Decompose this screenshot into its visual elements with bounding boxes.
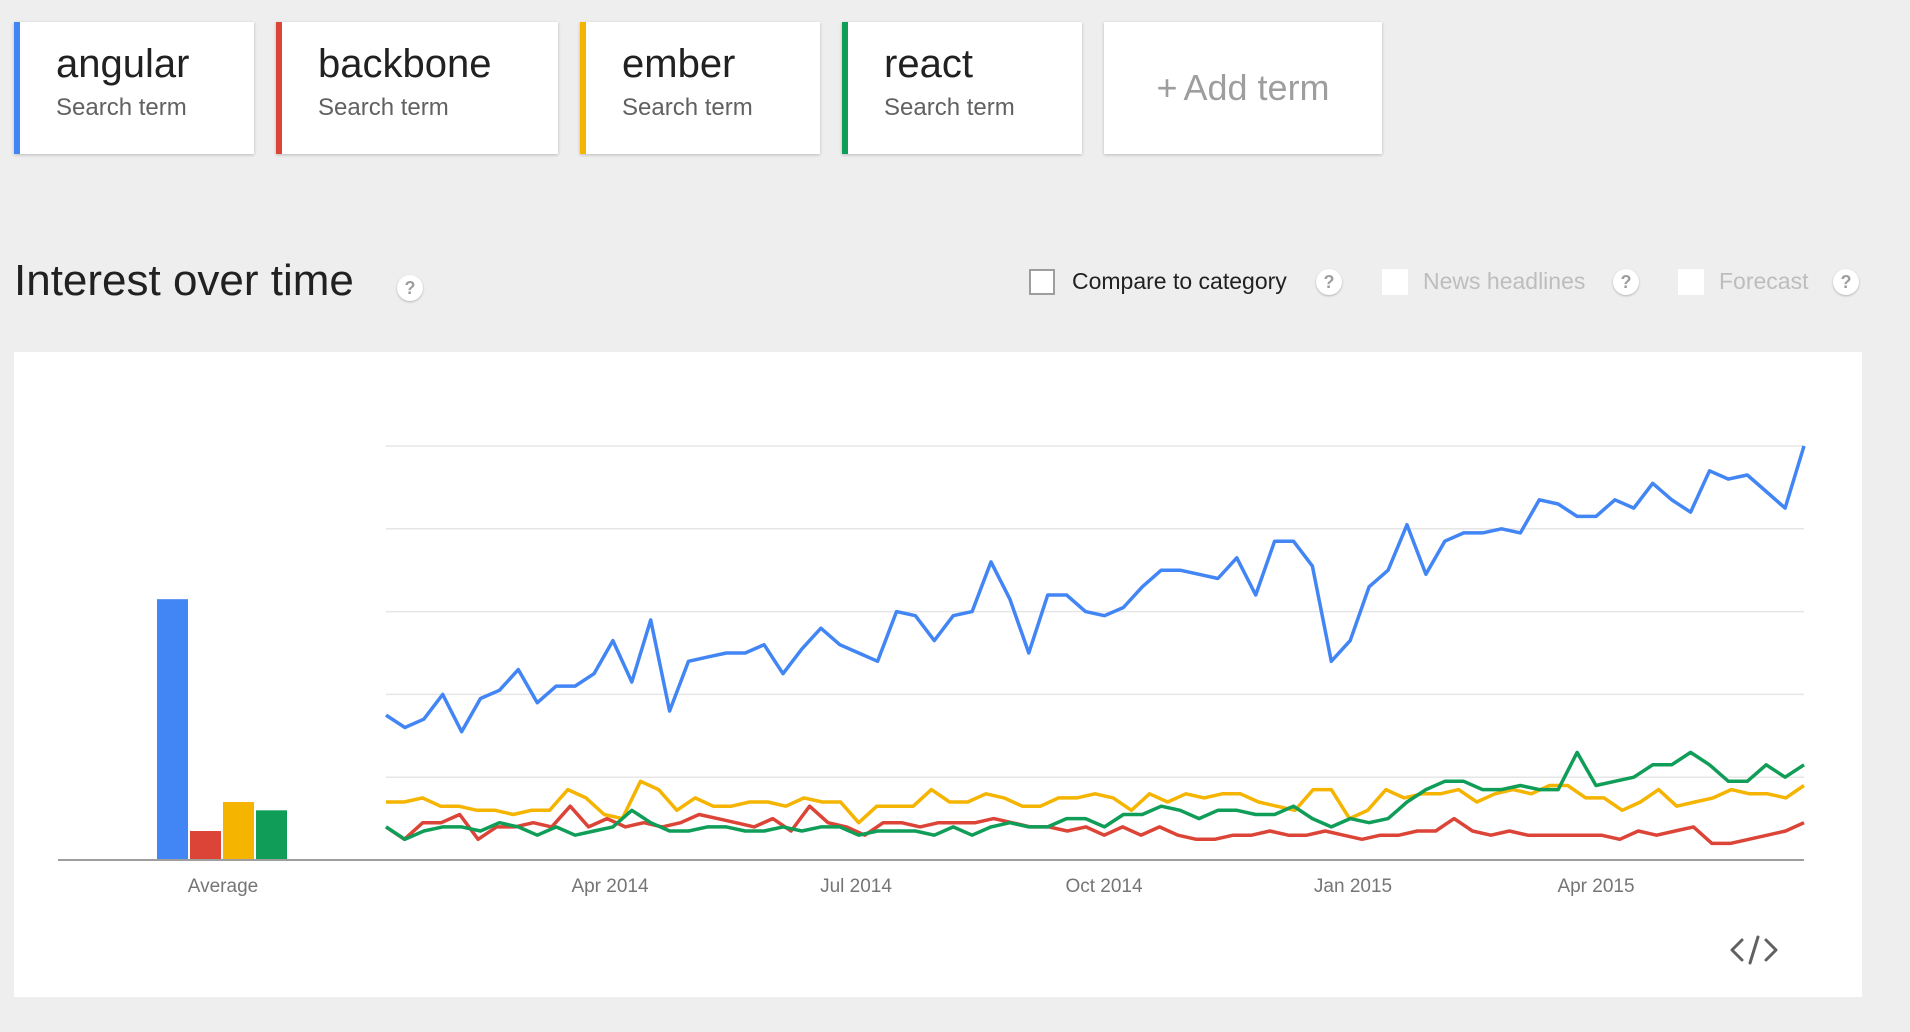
term-color-bar bbox=[842, 22, 848, 154]
compare-to-category-label[interactable]: Compare to category bbox=[1072, 268, 1287, 294]
help-icon[interactable]: ? bbox=[397, 275, 423, 301]
term-name: ember bbox=[622, 42, 736, 86]
x-tick-label: Apr 2015 bbox=[1557, 876, 1634, 897]
forecast-checkbox[interactable] bbox=[1678, 269, 1704, 295]
news-headlines-label[interactable]: News headlines bbox=[1423, 268, 1586, 294]
term-card-angular[interactable]: angular Search term bbox=[14, 22, 254, 154]
average-bar-angular bbox=[157, 599, 188, 860]
term-card-backbone[interactable]: backbone Search term bbox=[276, 22, 558, 154]
average-bar-ember bbox=[223, 802, 254, 860]
series-line-ember bbox=[386, 779, 1805, 825]
term-name: backbone bbox=[318, 42, 492, 86]
x-tick-labels: Apr 2014 Jul 2014 Oct 2014 Jan 2015 Apr 2015 bbox=[571, 876, 1634, 897]
plus-icon: + bbox=[1156, 67, 1178, 108]
term-card-react[interactable]: react Search term bbox=[842, 22, 1082, 154]
x-tick-label: Apr 2014 bbox=[571, 876, 649, 897]
chart-gridlines bbox=[386, 445, 1804, 778]
average-label: Average bbox=[188, 876, 258, 897]
news-headlines-checkbox[interactable] bbox=[1382, 269, 1408, 295]
help-icon[interactable]: ? bbox=[1613, 269, 1639, 295]
term-name: angular bbox=[56, 42, 190, 86]
term-color-bar bbox=[14, 22, 20, 154]
x-tick-label: Oct 2014 bbox=[1065, 876, 1143, 897]
series-line-react bbox=[385, 750, 1805, 842]
help-icon[interactable]: ? bbox=[1833, 269, 1859, 295]
series-lines bbox=[385, 445, 1806, 846]
average-bars bbox=[157, 599, 287, 860]
term-subtitle: Search term bbox=[622, 94, 753, 121]
term-color-bar bbox=[276, 22, 282, 154]
forecast-label[interactable]: Forecast bbox=[1719, 268, 1809, 294]
series-line-backbone bbox=[385, 804, 1805, 846]
embed-code-icon[interactable] bbox=[1730, 935, 1778, 965]
term-subtitle: Search term bbox=[318, 94, 449, 121]
average-bar-react bbox=[256, 810, 287, 860]
compare-to-category-checkbox[interactable] bbox=[1029, 269, 1055, 295]
average-bar-backbone bbox=[190, 831, 221, 860]
term-name: react bbox=[884, 42, 973, 86]
series-line-angular bbox=[385, 445, 1806, 734]
term-color-bar bbox=[580, 22, 586, 154]
interest-chart-panel: Average Apr 2014 Jul 2014 Oct 2014 Jan 2015… bbox=[14, 352, 1862, 997]
section-title: Interest over time bbox=[14, 256, 354, 305]
term-subtitle: Search term bbox=[884, 94, 1015, 121]
x-tick-label: Jul 2014 bbox=[820, 876, 892, 897]
add-term-button[interactable]: + Add term bbox=[1104, 22, 1382, 154]
add-term-label: Add term bbox=[1183, 67, 1330, 108]
interest-over-time-chart: Average Apr 2014 Jul 2014 Oct 2014 Jan 2015… bbox=[58, 445, 1806, 965]
x-tick-label: Jan 2015 bbox=[1314, 876, 1392, 897]
term-card-ember[interactable]: ember Search term bbox=[580, 22, 820, 154]
term-subtitle: Search term bbox=[56, 94, 187, 121]
help-icon[interactable]: ? bbox=[1316, 269, 1342, 295]
